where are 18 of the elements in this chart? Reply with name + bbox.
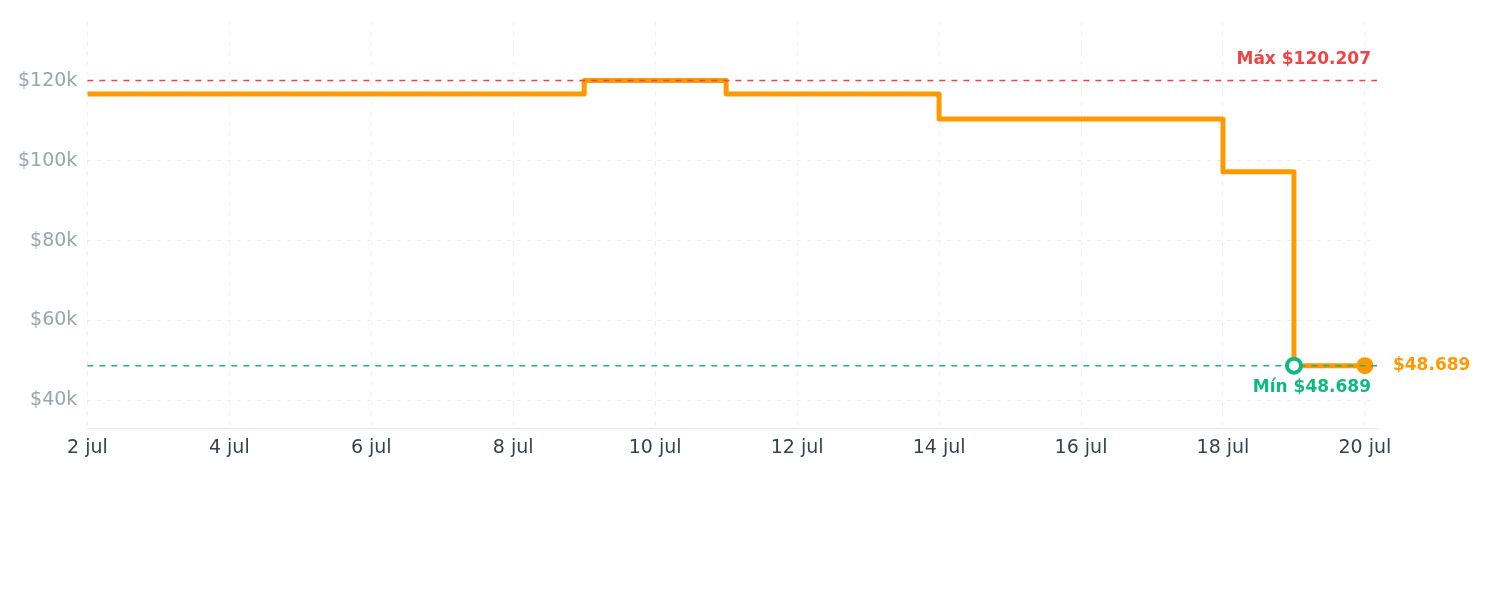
ref-line-label: Máx $120.207 [1236, 48, 1371, 69]
x-tick-label: 10 jul [628, 434, 682, 457]
x-tick-label: 18 jul [1196, 434, 1250, 457]
x-tick-label: 12 jul [770, 434, 824, 457]
x-tick-label: 14 jul [912, 434, 966, 457]
y-tick-label: $40k [30, 387, 78, 410]
x-tick-label: 8 jul [492, 434, 534, 457]
data-label: $48.689 [1392, 354, 1471, 375]
x-tick-label: 20 jul [1338, 434, 1392, 457]
y-tick-label: $120k [18, 68, 78, 91]
y-tick-label: $80k [30, 227, 78, 250]
y-tick-label: $100k [18, 147, 78, 170]
x-tick-label: 16 jul [1054, 434, 1108, 457]
x-tick-label: 2 jul [66, 434, 108, 457]
y-tick-label: $60k [30, 307, 78, 330]
ref-line-label: Mín $48.689 [1252, 375, 1371, 396]
x-tick-label: 6 jul [350, 434, 392, 457]
x-tick-label: 4 jul [208, 434, 250, 457]
